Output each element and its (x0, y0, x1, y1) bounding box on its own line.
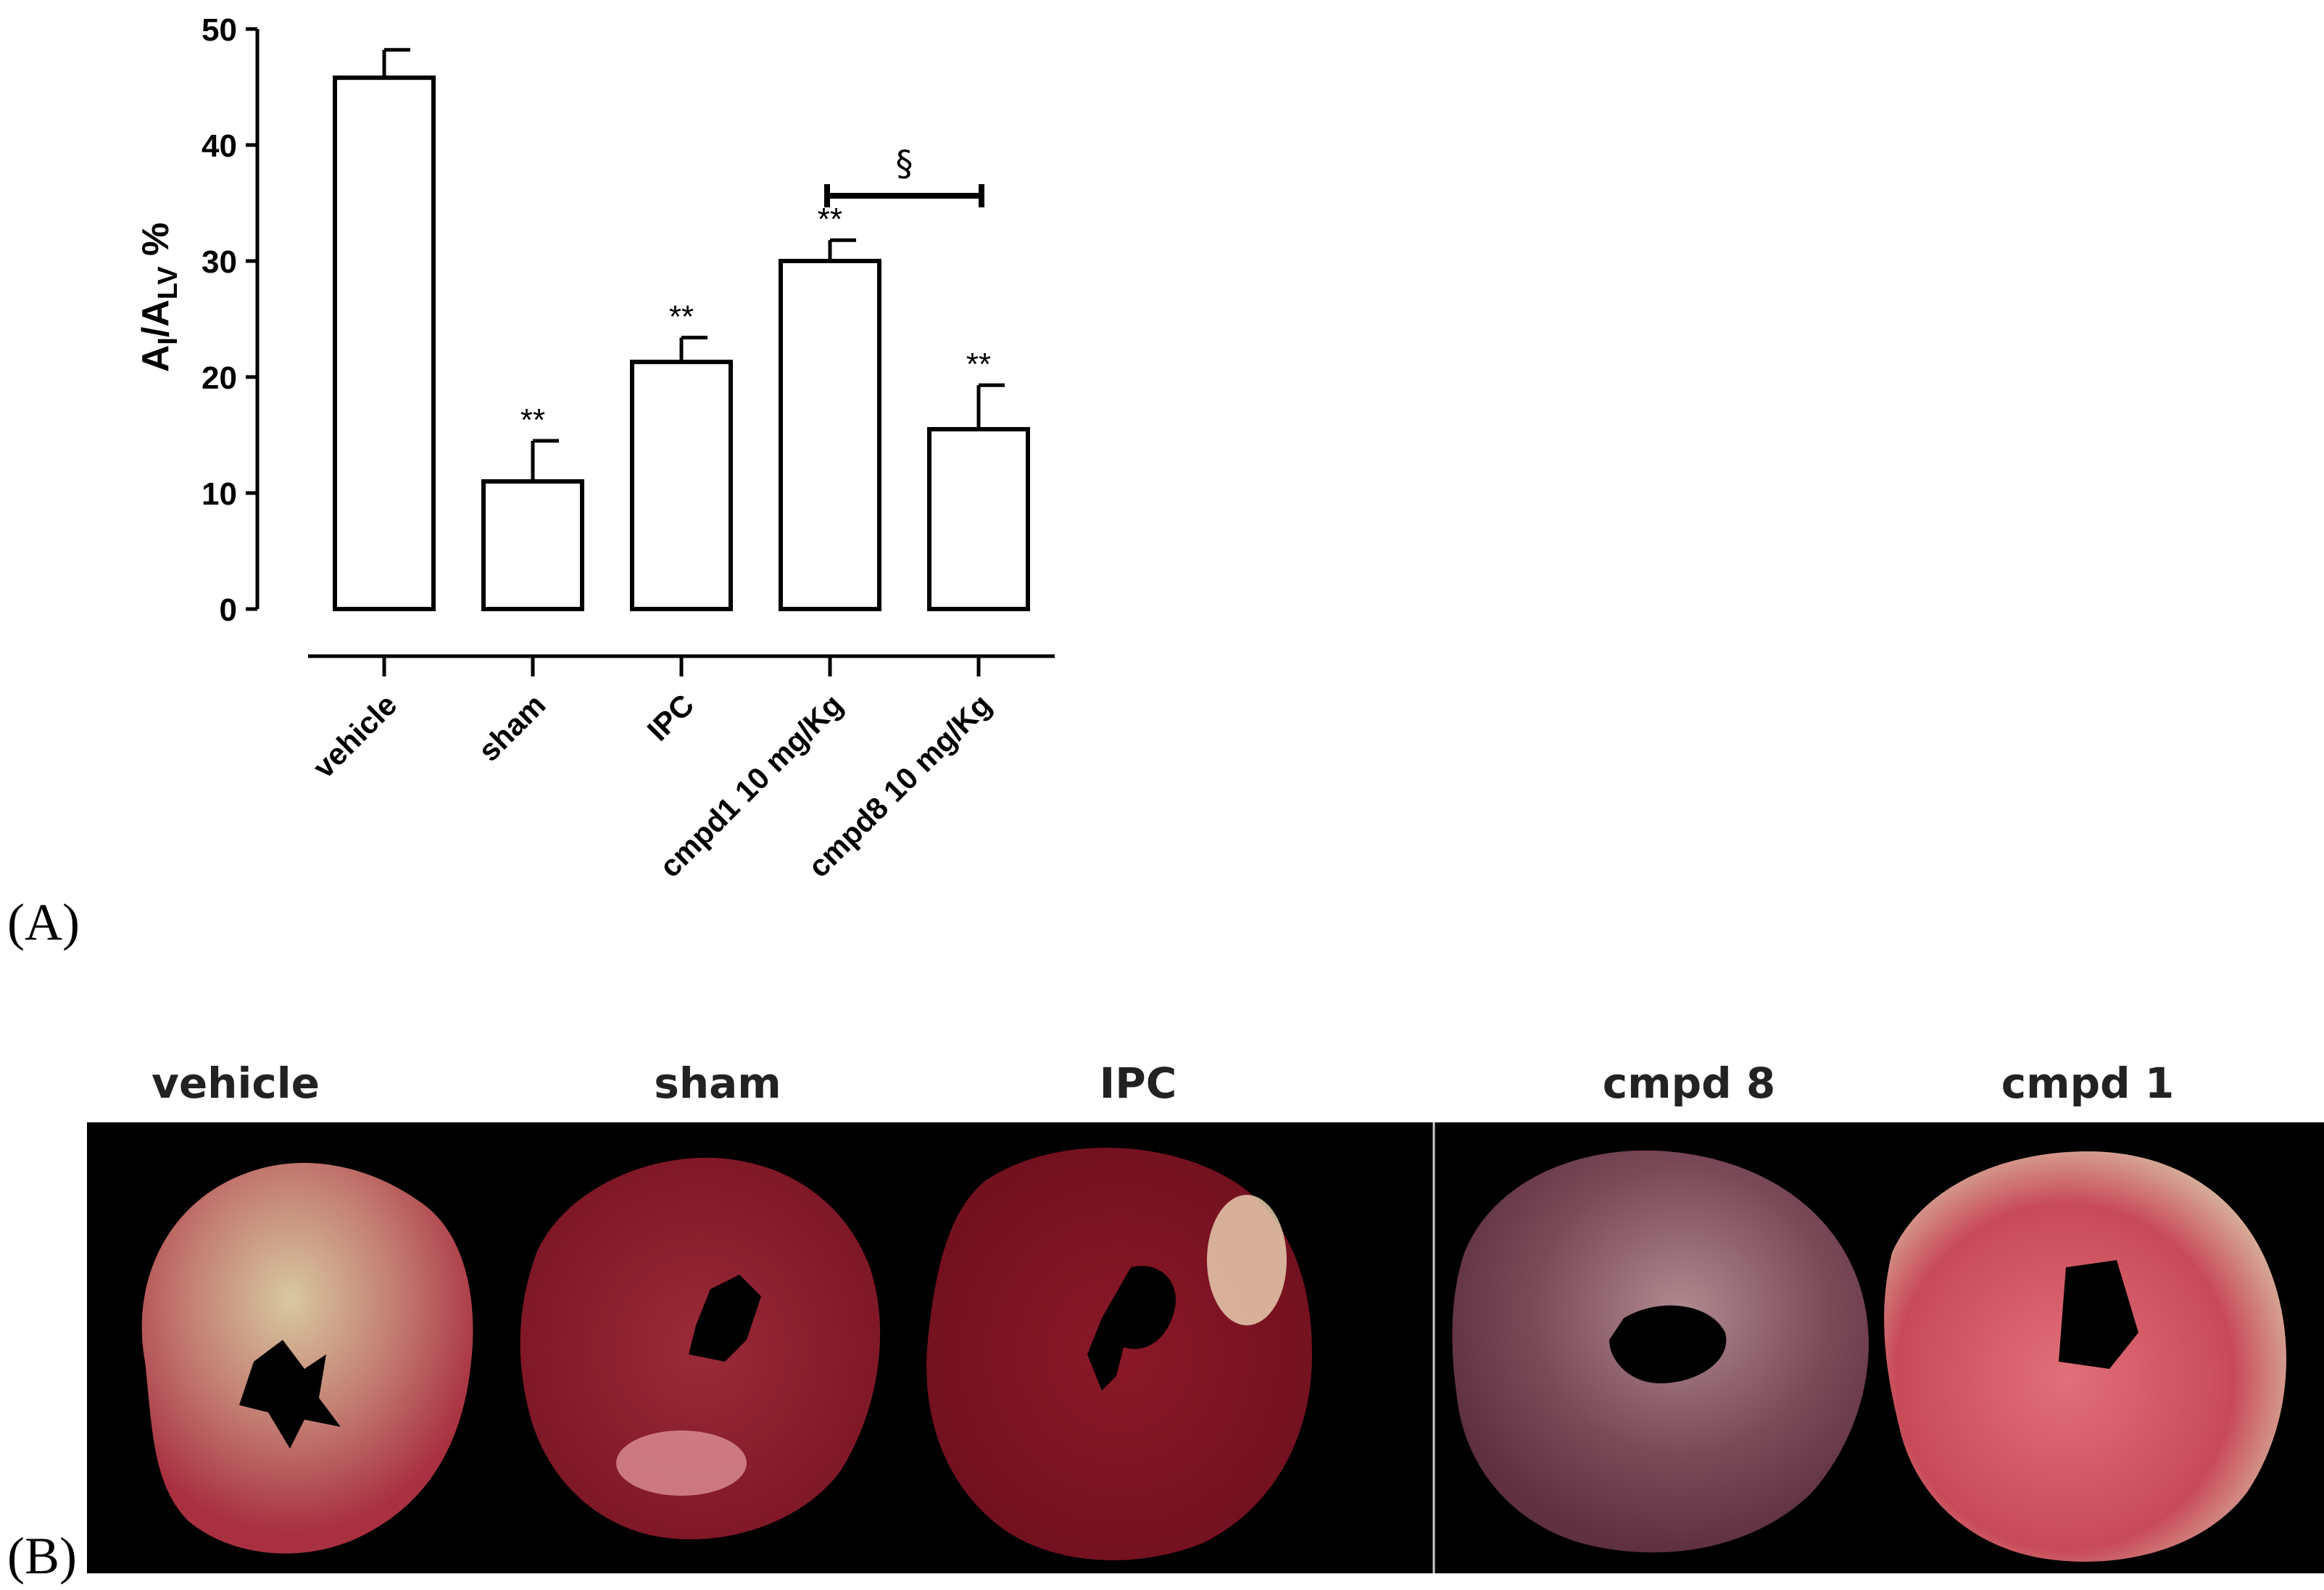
y-tick-label: 30 (202, 244, 237, 280)
heart-section-vehicle (141, 1162, 473, 1554)
photo-caption-cmpd8: cmpd 8 (1602, 1059, 1776, 1108)
y-axis-title: AI/ALV % (135, 223, 183, 373)
y-tick-label: 50 (202, 12, 237, 48)
significance-marker: ** (818, 202, 842, 237)
heart-section-ipc (926, 1148, 1312, 1560)
photo-caption-vehicle: vehicle (152, 1059, 320, 1108)
significance-marker: ** (966, 347, 991, 382)
bar (333, 75, 436, 611)
panel-label-a: (A) (7, 893, 80, 951)
y-axis: 0 10 20 30 40 50 (202, 12, 260, 628)
bars (333, 48, 1030, 611)
heart-section-cmpd1 (1884, 1151, 2286, 1562)
significance-marker: ** (520, 402, 545, 438)
x-tick-label: IPC (641, 687, 701, 748)
panel-label-b: (B) (7, 1527, 77, 1585)
y-tick-label: 0 (220, 592, 237, 628)
heart-section-cmpd8 (1452, 1150, 1869, 1553)
annotations: ** ** ** ** § (520, 144, 991, 438)
heart-section-photos (87, 1122, 2324, 1573)
x-tick-label: sham (472, 687, 552, 768)
photo-caption-cmpd1: cmpd 1 (2001, 1059, 2175, 1108)
photo-caption-sham: sham (654, 1059, 781, 1108)
bar (481, 479, 584, 611)
y-tick-label: 40 (202, 128, 237, 164)
y-tick-label: 20 (202, 360, 237, 396)
bar (779, 259, 881, 611)
x-tick-label: vehicle (306, 687, 403, 784)
photo-caption-ipc: IPC (1099, 1059, 1177, 1108)
bar (927, 427, 1030, 611)
bar (630, 360, 733, 611)
comparison-label: § (896, 144, 913, 184)
heart-section-sham (520, 1157, 881, 1540)
y-tick-label: 10 (202, 476, 237, 512)
significance-marker: ** (669, 299, 694, 335)
